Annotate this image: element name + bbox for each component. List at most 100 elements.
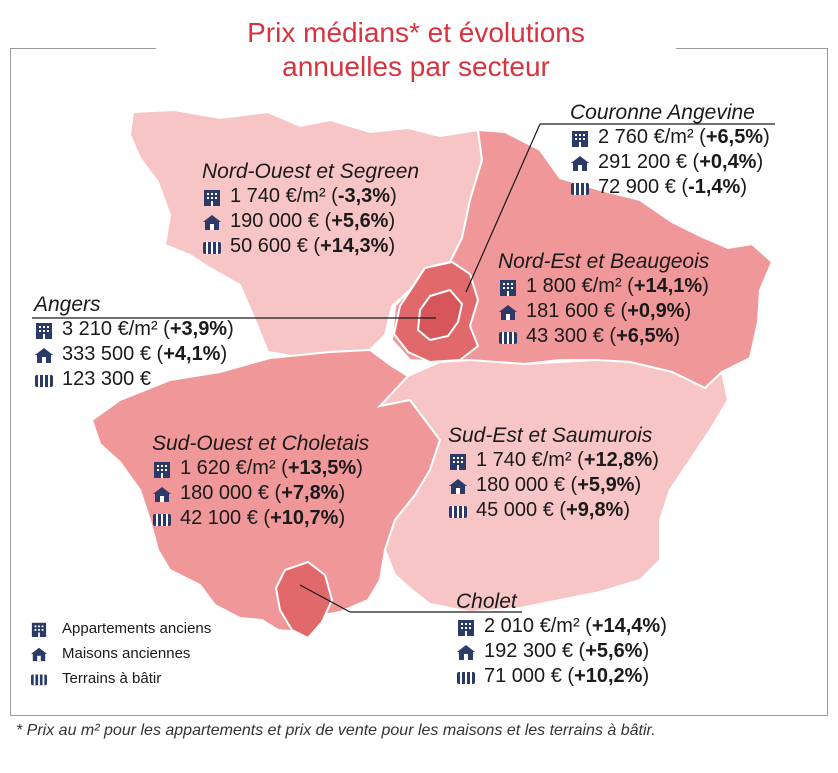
house-change: +0,9% (627, 300, 685, 322)
land-value: 123 300 € (62, 368, 151, 390)
land-change: -1,4% (688, 176, 741, 198)
sector-name: Nord-Est et Beaugeois (498, 250, 710, 273)
legend-label: Appartements anciens (62, 620, 212, 637)
apartment-change: +14,4% (591, 615, 661, 637)
title-line-1: Prix médians* et évolutions (247, 17, 585, 48)
close-paren: ) (642, 640, 650, 662)
house-value: 192 300 € ( (484, 640, 586, 662)
legend-item-land: Terrains à bâtir (30, 666, 211, 691)
footnote: * Prix au m² pour les appartements et pr… (16, 722, 656, 739)
land-value: 50 600 € ( (230, 235, 321, 257)
sector-nord-ouest: Nord-Ouest et Segreen 1 740 €/m² (-3,3%)… (202, 160, 419, 259)
land-price-row: 71 000 € (+10,2%) (456, 664, 667, 689)
close-paren: ) (388, 210, 396, 232)
apartment-value: 2 760 €/m² ( (598, 126, 706, 148)
close-paren: ) (338, 507, 346, 529)
close-paren: ) (756, 151, 764, 173)
sector-sud-est: Sud-Est et Saumurois 1 740 €/m² (+12,8%)… (448, 424, 659, 523)
building-land-icon (499, 331, 517, 344)
frame-top-left (10, 48, 156, 49)
close-paren: ) (390, 185, 397, 207)
house-value: 190 000 € ( (230, 210, 332, 232)
map-frame (10, 48, 828, 716)
building-land-icon (457, 671, 475, 684)
apartment-value: 1 740 €/m² ( (476, 449, 584, 471)
sector-name: Couronne Angevine (570, 101, 755, 124)
apartment-value: 1 800 €/m² ( (526, 275, 634, 297)
land-change: +10,7% (270, 507, 339, 529)
apartment-change: +13,5% (287, 457, 357, 479)
close-paren: ) (356, 457, 363, 479)
land-value: 42 100 € ( (180, 507, 271, 529)
building-land-icon (203, 241, 221, 254)
land-value: 45 000 € ( (476, 499, 567, 521)
house-icon (571, 155, 589, 171)
building-land-icon (571, 182, 589, 195)
house-icon (457, 644, 475, 660)
house-value: 181 600 € ( (526, 300, 628, 322)
close-paren: ) (673, 325, 681, 347)
apartment-change: +14,1% (633, 275, 703, 297)
legend-label: Maisons anciennes (62, 645, 191, 662)
close-paren: ) (702, 275, 709, 297)
land-change: +10,2% (574, 665, 643, 687)
building-land-icon (31, 674, 47, 685)
house-change: +5,6% (331, 210, 389, 232)
region-cholet (274, 560, 334, 640)
land-price-row: 45 000 € (+9,8%) (448, 498, 659, 523)
house-price-row: 333 500 € (+4,1%) (34, 342, 234, 367)
region-nord-ouest (128, 108, 484, 358)
sector-cholet: Cholet 2 010 €/m² (+14,4%) 192 300 € (+5… (456, 590, 667, 689)
house-price-row: 190 000 € (+5,6%) (202, 209, 419, 234)
sector-name: Sud-Est et Saumurois (448, 424, 653, 447)
apartment-value: 3 210 €/m² ( (62, 318, 170, 340)
apartment-price-row: 2 760 €/m² (+6,5%) (570, 125, 770, 150)
house-icon (499, 304, 517, 320)
sector-sud-ouest: Sud-Ouest et Choletais 1 620 €/m² (+13,5… (152, 432, 369, 531)
apartment-value: 2 010 €/m² ( (484, 615, 592, 637)
apartment-building-icon (36, 322, 52, 339)
apartment-price-row: 3 210 €/m² (+3,9%) (34, 317, 234, 342)
close-paren: ) (763, 126, 770, 148)
apartment-building-icon (154, 461, 170, 478)
legend-label: Terrains à bâtir (62, 670, 162, 687)
apartment-building-icon (572, 130, 588, 147)
land-price-row: 43 300 € (+6,5%) (498, 324, 709, 349)
house-price-row: 181 600 € (+0,9%) (498, 299, 709, 324)
house-price-row: 291 200 € (+0,4%) (570, 150, 770, 175)
title-line-2: annuelles par secteur (282, 51, 550, 82)
house-value: 291 200 € ( (598, 151, 700, 173)
house-icon (31, 647, 47, 661)
land-price-row: 50 600 € (+14,3%) (202, 234, 419, 259)
apartment-building-icon (458, 619, 474, 636)
land-price-row: 123 300 € (34, 367, 234, 392)
house-change: +4,1% (163, 343, 221, 365)
land-change: +6,5% (616, 325, 674, 347)
land-price-row: 72 900 € (-1,4%) (570, 175, 770, 200)
close-paren: ) (338, 482, 346, 504)
region-sud-ouest (90, 348, 442, 634)
land-change: +14,3% (320, 235, 389, 257)
frame-top-right (676, 48, 828, 49)
house-change: +0,4% (699, 151, 757, 173)
close-paren: ) (623, 499, 631, 521)
land-value: 43 300 € ( (526, 325, 617, 347)
house-change: +7,8% (281, 482, 339, 504)
apartment-change: -3,3% (337, 185, 391, 207)
apartment-building-icon (500, 279, 516, 296)
apartment-value: 1 620 €/m² ( (180, 457, 288, 479)
house-value: 180 000 € ( (180, 482, 282, 504)
house-icon (35, 347, 53, 363)
house-value: 180 000 € ( (476, 474, 578, 496)
close-paren: ) (660, 615, 667, 637)
house-change: +5,9% (577, 474, 635, 496)
close-paren: ) (227, 318, 234, 340)
map-title: Prix médians* et évolutions annuelles pa… (160, 16, 672, 84)
house-price-row: 192 300 € (+5,6%) (456, 639, 667, 664)
house-price-row: 180 000 € (+7,8%) (152, 481, 369, 506)
legend-item-houses: Maisons anciennes (30, 641, 211, 666)
building-land-icon (35, 374, 53, 387)
apartment-change: +12,8% (583, 449, 653, 471)
sector-couronne: Couronne Angevine 2 760 €/m² (+6,5%) 291… (570, 101, 770, 200)
